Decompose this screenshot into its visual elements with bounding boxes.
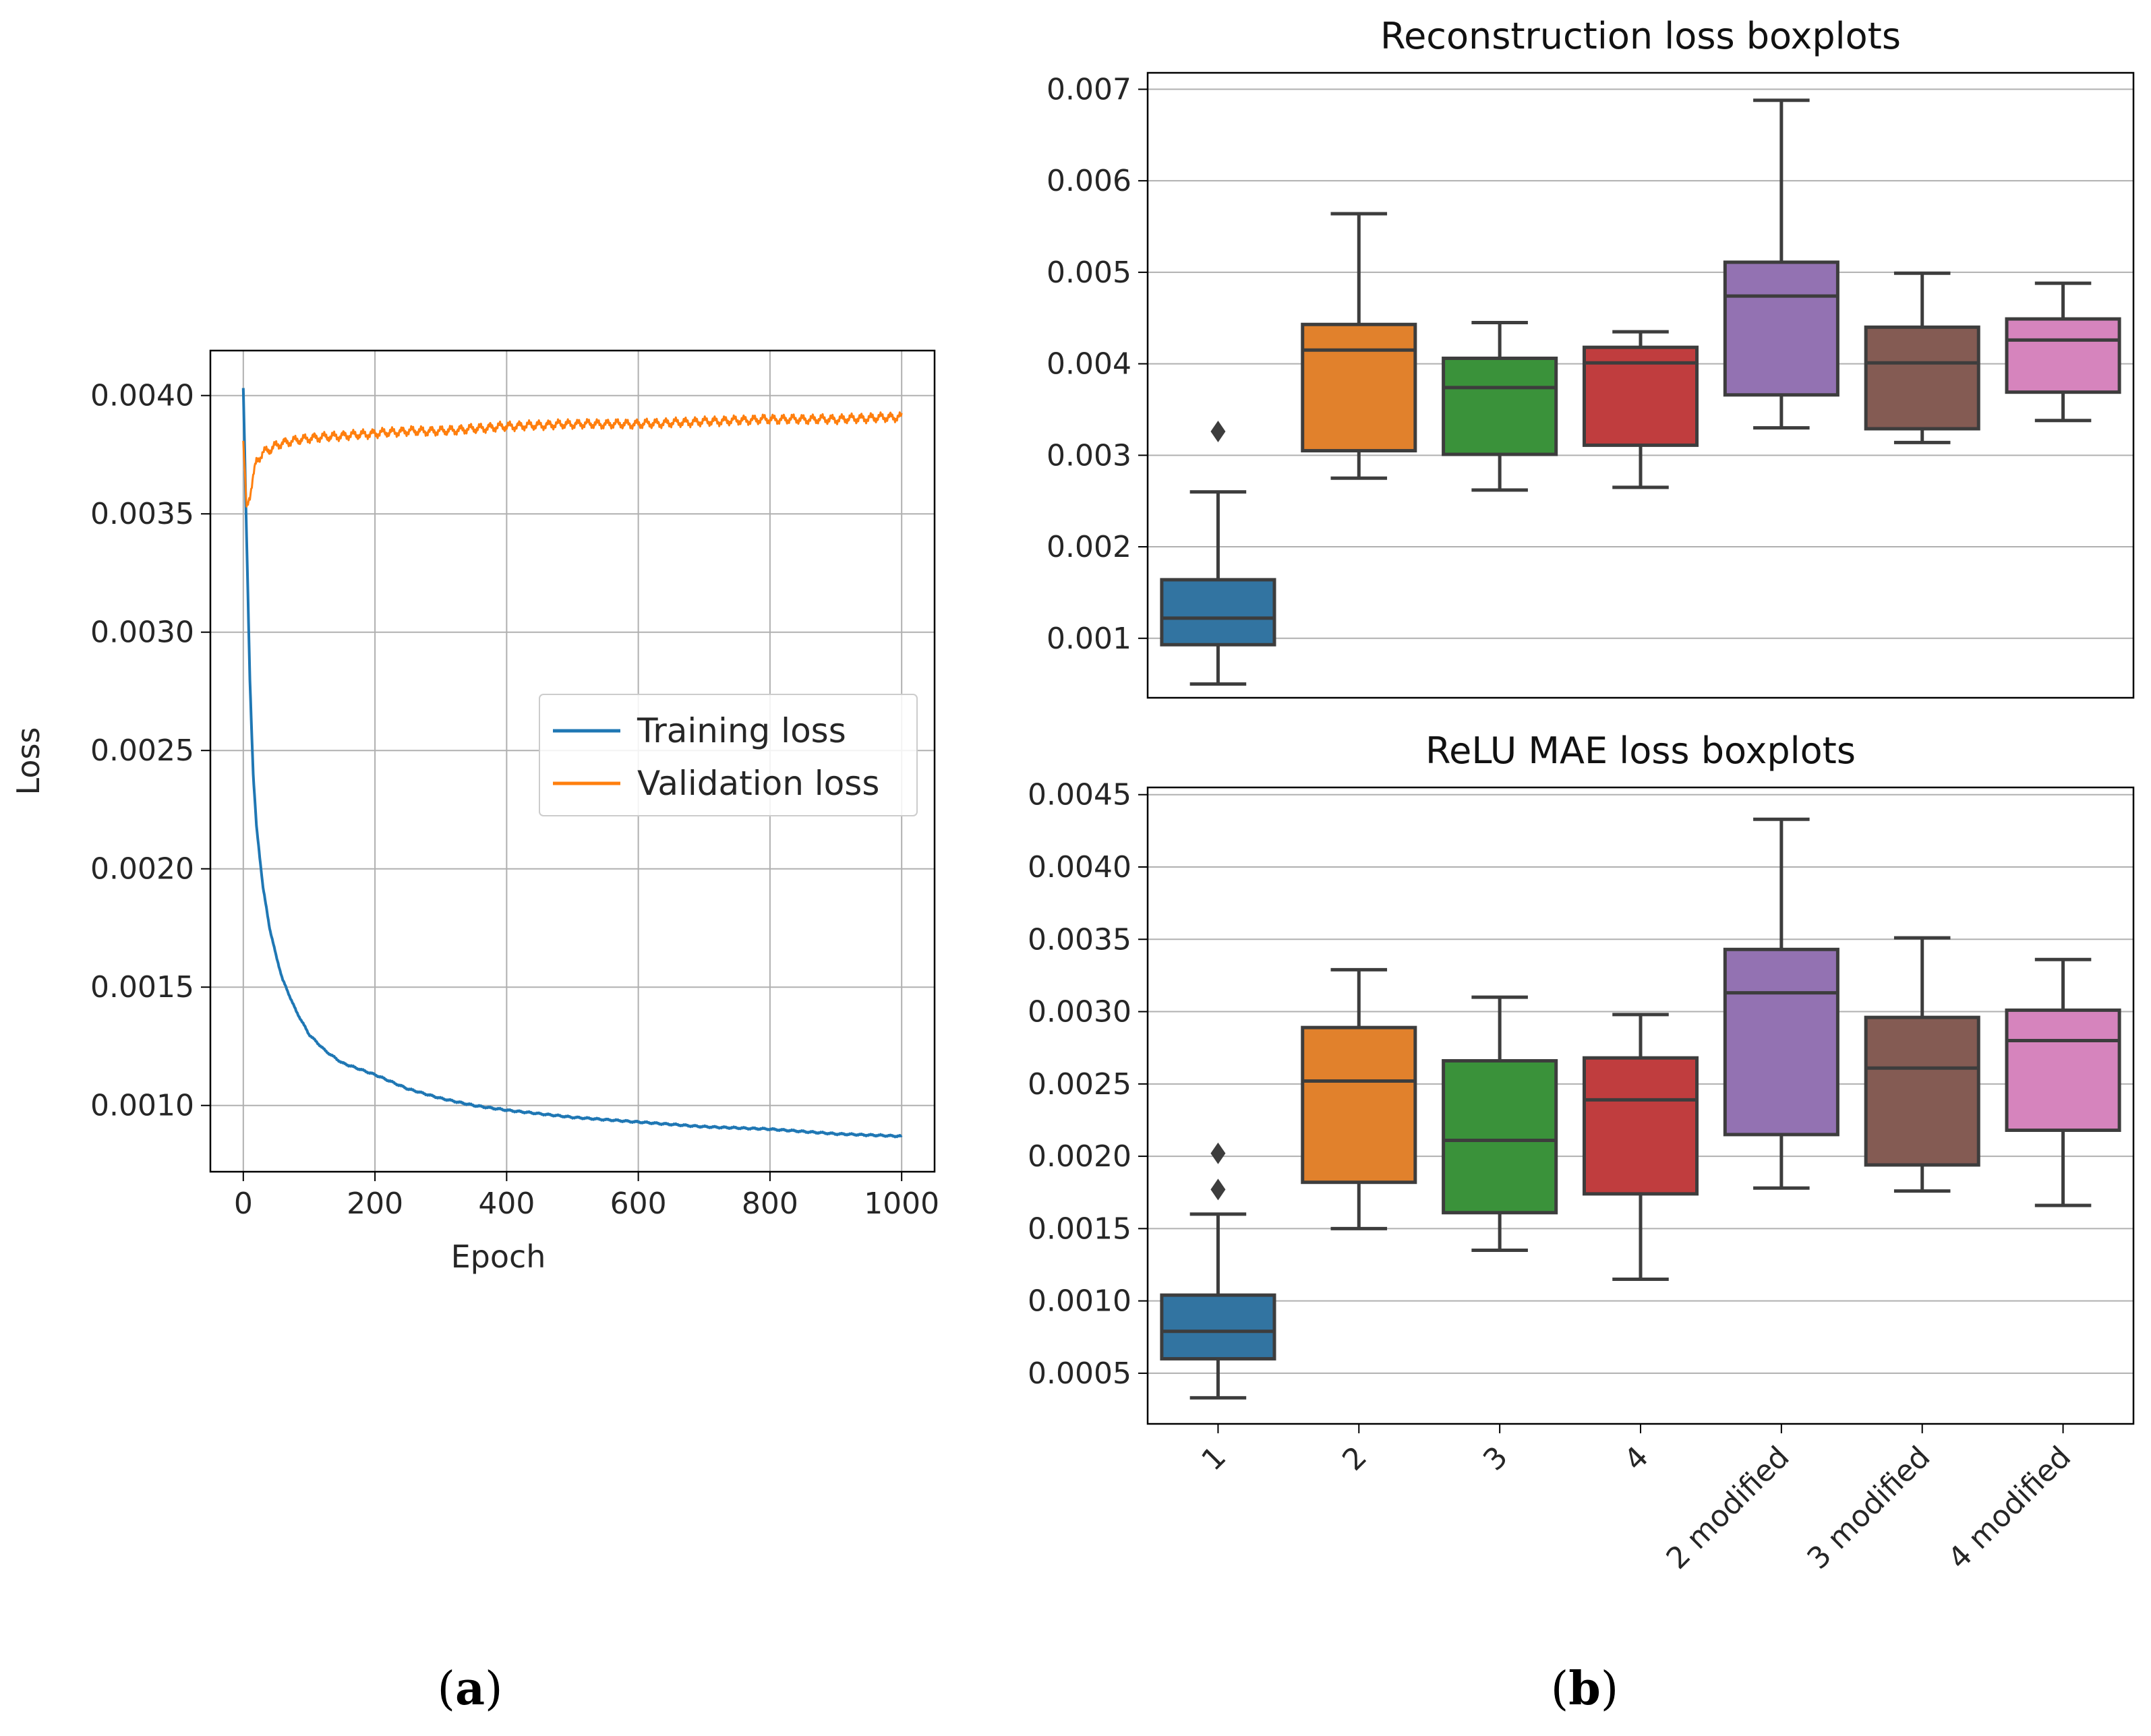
y-tick-label: 0.0025	[1028, 1067, 1131, 1102]
x-tick-label: 1000	[864, 1187, 939, 1221]
box-2-iqr	[1301, 322, 1417, 453]
panel-label-a: (a)	[437, 1662, 502, 1716]
y-tick-label: 0.0040	[1028, 850, 1131, 885]
y-tick-label: 0.0035	[1028, 922, 1131, 957]
y-tick-label: 0.004	[1047, 347, 1131, 382]
panel-b-reconstruction-boxplots: 0.001 0.002 0.003 0.004 0.005 0.006 0.007 Recon…	[1047, 15, 2135, 699]
box-4-modified-iqr	[2005, 1008, 2121, 1132]
panel-label-b-letter: b	[1568, 1662, 1601, 1716]
y-tick-label: 0.0005	[1028, 1356, 1131, 1391]
plot-frame	[1146, 786, 2135, 1425]
y-tick-label: 0.007	[1047, 72, 1131, 107]
y-tick-label: 0.002	[1047, 530, 1131, 564]
x-tick-label: 600	[610, 1187, 667, 1221]
box-3-modified-iqr	[1864, 1015, 1980, 1167]
panel-label-b-open: (	[1551, 1663, 1569, 1716]
box-4-iqr	[1582, 1056, 1699, 1196]
y-tick-label: 0.0035	[90, 497, 194, 531]
x-tick-label: 800	[742, 1187, 798, 1221]
box-3-iqr	[1442, 356, 1558, 456]
box-2-modified-iqr	[1723, 260, 1839, 397]
legend-label-validation: Validation loss	[637, 764, 879, 803]
panel-a-training-curves: 0 200 400 600 800 1000 0.0010 0.0015 0.0020 0.002…	[10, 349, 939, 1275]
y-tick-label: 0.0030	[90, 616, 194, 650]
box-4-modified-iqr	[2005, 317, 2121, 394]
x-axis-label: Epoch	[451, 1238, 546, 1275]
legend-box	[539, 694, 918, 816]
panel-b-relu-mae-boxplots: 0.0005 0.0010 0.0015 0.0020 0.0025 0.0030 0.00…	[1028, 729, 2135, 1576]
box-3-modified-iqr	[1864, 325, 1980, 431]
chart-title: ReLU MAE loss boxplots	[1425, 729, 1856, 772]
box-1-outlier	[1210, 1178, 1226, 1201]
y-tick-label: 0.0030	[1028, 995, 1131, 1029]
box-1-outlier	[1210, 421, 1226, 443]
y-tick-label: 0.003	[1047, 438, 1131, 473]
y-tick-label: 0.0015	[90, 970, 194, 1005]
y-tick-label: 0.0020	[1028, 1139, 1131, 1174]
box-1-iqr	[1160, 1293, 1276, 1360]
box-2-iqr	[1301, 1025, 1417, 1185]
box-1-iqr	[1160, 578, 1276, 647]
validation-loss-line	[242, 411, 903, 508]
y-axis-label: Loss	[10, 727, 47, 796]
plot-frame	[1146, 71, 2135, 699]
y-tick-label: 0.0020	[90, 852, 194, 887]
panel-label-a-open: (	[437, 1663, 455, 1716]
y-tick-label: 0.005	[1047, 256, 1131, 290]
x-tick-label: 200	[347, 1187, 403, 1221]
x-tick-label: 400	[478, 1187, 535, 1221]
y-tick-label: 0.0015	[1028, 1211, 1131, 1246]
panel-label-b: (b)	[1551, 1662, 1619, 1716]
legend-label-training: Training loss	[637, 711, 846, 750]
y-tick-label: 0.0045	[1028, 778, 1131, 812]
box-2-modified-iqr	[1723, 947, 1839, 1137]
y-tick-label: 0.006	[1047, 164, 1131, 198]
panel-label-b-close: )	[1601, 1663, 1619, 1716]
panel-label-a-close: )	[485, 1663, 503, 1716]
y-tick-label: 0.0040	[90, 379, 194, 413]
y-tick-label: 0.001	[1047, 622, 1131, 656]
chart-title: Reconstruction loss boxplots	[1380, 15, 1901, 57]
box-3-iqr	[1442, 1058, 1558, 1215]
panel-label-a-letter: a	[455, 1662, 485, 1716]
training-loss-line	[241, 388, 903, 1139]
y-tick-label: 0.0025	[90, 734, 194, 768]
y-tick-label: 0.0010	[1028, 1284, 1131, 1319]
box-1-outlier	[1210, 1142, 1226, 1164]
x-tick-label: 0	[234, 1187, 253, 1221]
y-tick-label: 0.0010	[90, 1089, 194, 1123]
plot-frame	[209, 349, 936, 1173]
